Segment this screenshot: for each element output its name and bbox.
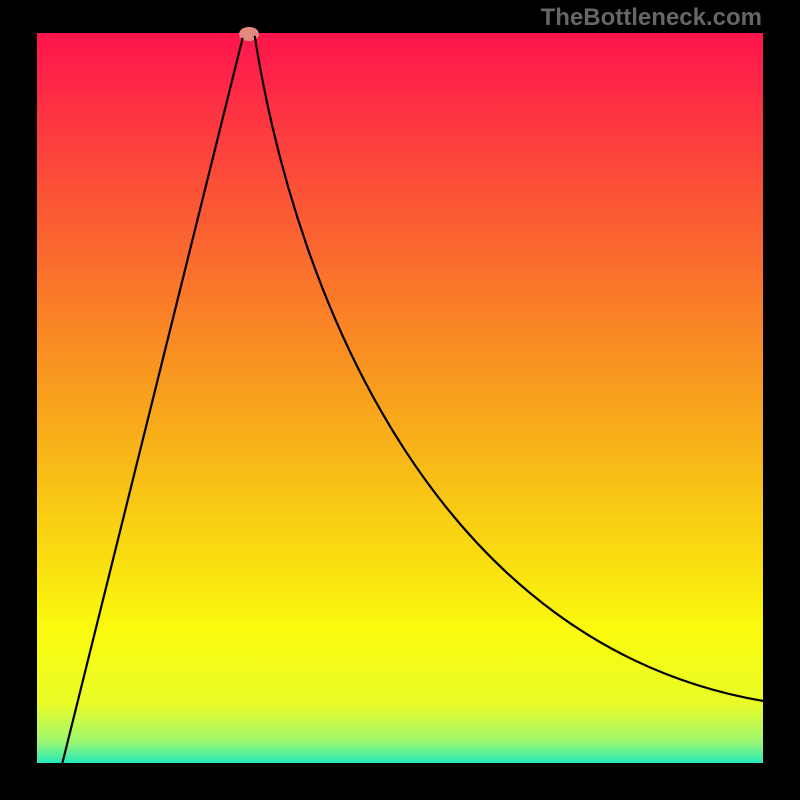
chart-container: TheBottleneck.com	[0, 0, 800, 800]
optimum-marker	[239, 27, 259, 41]
plot-area-gradient	[37, 33, 763, 763]
watermark-text: TheBottleneck.com	[541, 4, 762, 32]
